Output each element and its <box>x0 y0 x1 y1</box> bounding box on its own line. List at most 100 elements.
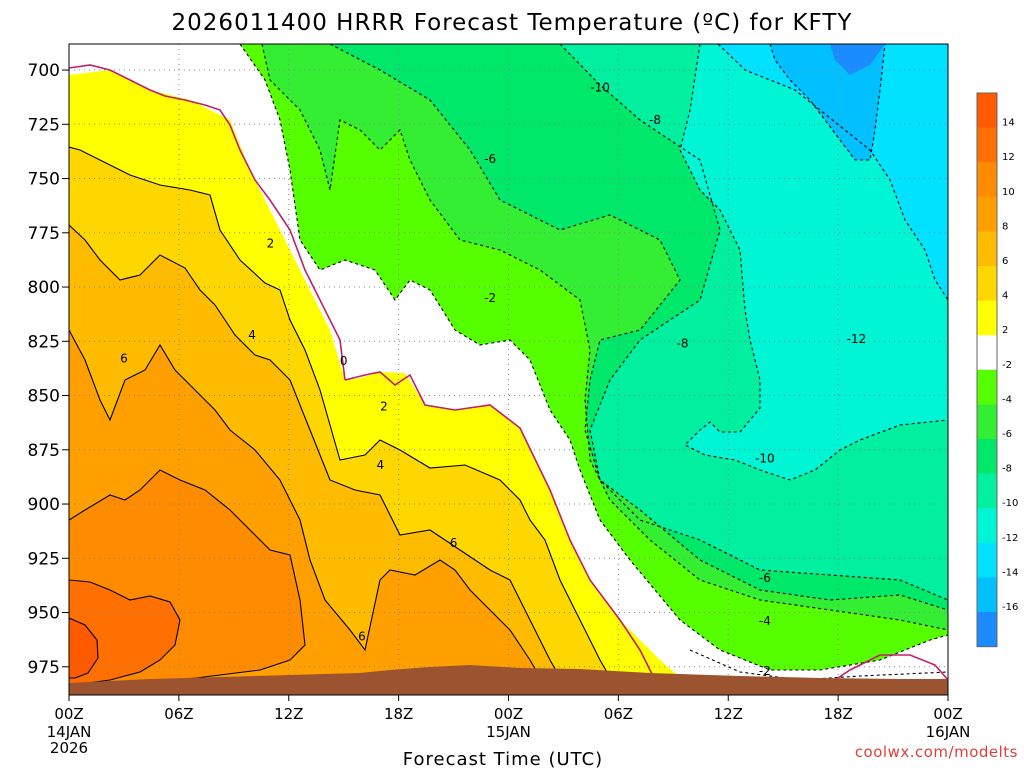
contour-label: 2 <box>380 399 388 413</box>
contour-minus-14 <box>717 44 948 301</box>
colorbar-frame <box>976 92 998 648</box>
colorbar-tick-label: -14 <box>1002 567 1018 578</box>
contour-label: 6 <box>120 352 128 366</box>
contour-plus-10 <box>69 579 181 685</box>
colorbar-swatch <box>977 369 997 405</box>
contour-label: -6 <box>484 152 496 166</box>
contour-zero-right <box>819 654 948 691</box>
credit-text: coolwx.com/modelts <box>855 743 1018 761</box>
contour-label: -8 <box>676 336 688 350</box>
colorbar-tick-label: -4 <box>1002 394 1012 405</box>
colorbar-swatch <box>977 473 997 509</box>
x-tick-label: 12Z <box>274 705 303 723</box>
x-tick-label: 06Z <box>164 705 193 723</box>
contour-label: 6 <box>358 629 366 643</box>
colorbar-swatch <box>977 127 997 163</box>
contour-label: -10 <box>590 80 610 94</box>
region-minus-18 <box>830 44 885 75</box>
y-tick-label: 975 <box>28 658 60 678</box>
contour-zero-upper <box>69 64 346 381</box>
y-tick-label: 925 <box>28 549 60 569</box>
contour-label: 4 <box>376 458 384 472</box>
colorbar-swatch <box>977 162 997 198</box>
colorbar-swatch <box>977 612 997 648</box>
contour-label: 2 <box>267 237 275 251</box>
y-tick-label: 775 <box>28 224 60 244</box>
colorbar-tick-label: -6 <box>1002 429 1012 440</box>
contour-minus-6 <box>261 44 948 631</box>
y-tick-label: 875 <box>28 441 60 461</box>
contour-label: 4 <box>248 328 256 342</box>
contour-label: -4 <box>759 614 771 628</box>
colorbar-tick-label: 14 <box>1002 118 1015 129</box>
colorbar-swatch <box>977 300 997 336</box>
colorbar-swatch <box>977 508 997 544</box>
x-tick-label: 00Z <box>494 705 523 723</box>
x-tick-label: 00Z <box>54 705 83 723</box>
plot-area: -10 -8 -6 -2 -8 -12 -10 -6 -4 -2 2 4 6 0 2 4 6 6 <box>69 44 948 695</box>
contour-minus-16 <box>769 44 886 161</box>
contour-label: -12 <box>847 332 867 346</box>
contour-plus-12 <box>69 617 99 679</box>
colorbar-tick-label: 8 <box>1002 221 1008 232</box>
colorbar-tick-label: 12 <box>1002 152 1015 163</box>
y-axis: 700 725 750 775 800 825 850 875 900 925 950 975 <box>28 61 69 678</box>
colorbar-swatch <box>977 404 997 440</box>
y-tick-label: 800 <box>28 278 60 298</box>
y-tick-label: 700 <box>28 61 60 81</box>
contour-zero-lower <box>344 371 661 691</box>
colorbar-tick-label: -12 <box>1002 533 1018 544</box>
y-tick-label: 850 <box>28 387 60 407</box>
contour-minus-10 <box>559 44 948 601</box>
contour-label: 6 <box>450 536 458 550</box>
x-tick-date-label: 2026 <box>50 739 88 757</box>
colorbar-swatch <box>977 93 997 129</box>
colorbar-tick-label: -2 <box>1002 360 1012 371</box>
colorbar-swatch <box>977 577 997 613</box>
contour-plus-8 <box>69 469 306 691</box>
x-tick-date-label: 14JAN <box>47 723 92 741</box>
x-tick-label: 06Z <box>604 705 633 723</box>
x-tick-label: 18Z <box>823 705 852 723</box>
colorbar-swatch <box>977 542 997 578</box>
colorbar-swatch <box>977 196 997 232</box>
colorbar-tick-label: 6 <box>1002 256 1008 267</box>
x-tick-label: 18Z <box>384 705 413 723</box>
contour-label: 0 <box>340 354 348 368</box>
contour-labels: -10 -8 -6 -2 -8 -12 -10 -6 -4 -2 2 4 6 0 2 4 6 6 <box>120 80 866 678</box>
colorbar-swatch <box>977 439 997 475</box>
colorbar: 14 12 10 8 6 4 2 -2 -4 -6 -8 -10 -12 -14 -16 <box>976 92 1018 648</box>
x-tick-date-label: 16JAN <box>926 723 971 741</box>
contour-plus-2 <box>69 146 621 695</box>
contour-minus-12 <box>679 44 948 481</box>
contour-plus-6 <box>69 329 551 695</box>
contour-label: -2 <box>484 291 496 305</box>
ground-terrain <box>69 665 948 695</box>
y-tick-label: 825 <box>28 332 60 352</box>
y-tick-label: 900 <box>28 495 60 515</box>
colorbar-tick-label: -10 <box>1002 498 1018 509</box>
region-minus-14 <box>718 44 948 300</box>
contour-label: -10 <box>755 451 775 465</box>
plot-grid <box>69 44 948 695</box>
colorbar-tick-label: 2 <box>1002 325 1008 336</box>
contour-lines <box>69 44 948 695</box>
colorbar-swatch <box>977 231 997 267</box>
y-tick-label: 725 <box>28 115 60 135</box>
y-tick-label: 950 <box>28 604 60 624</box>
x-tick-label: 00Z <box>933 705 962 723</box>
colorbar-tick-label: 4 <box>1002 291 1008 302</box>
colorbar-tick-label: -16 <box>1002 602 1018 613</box>
x-tick-date-label: 15JAN <box>486 723 531 741</box>
contour-plus-4 <box>69 224 571 695</box>
region-minus-16 <box>770 44 885 160</box>
chart-title: 2026011400 HRRR Forecast Temperature (ºC… <box>172 10 853 36</box>
contour-minus-4 <box>239 44 948 671</box>
contour-label: -2 <box>759 664 771 678</box>
colorbar-swatch <box>977 335 997 371</box>
contour-label: -6 <box>759 571 771 585</box>
contour-label: -8 <box>649 113 661 127</box>
colorbar-tick-label: 10 <box>1002 187 1015 198</box>
